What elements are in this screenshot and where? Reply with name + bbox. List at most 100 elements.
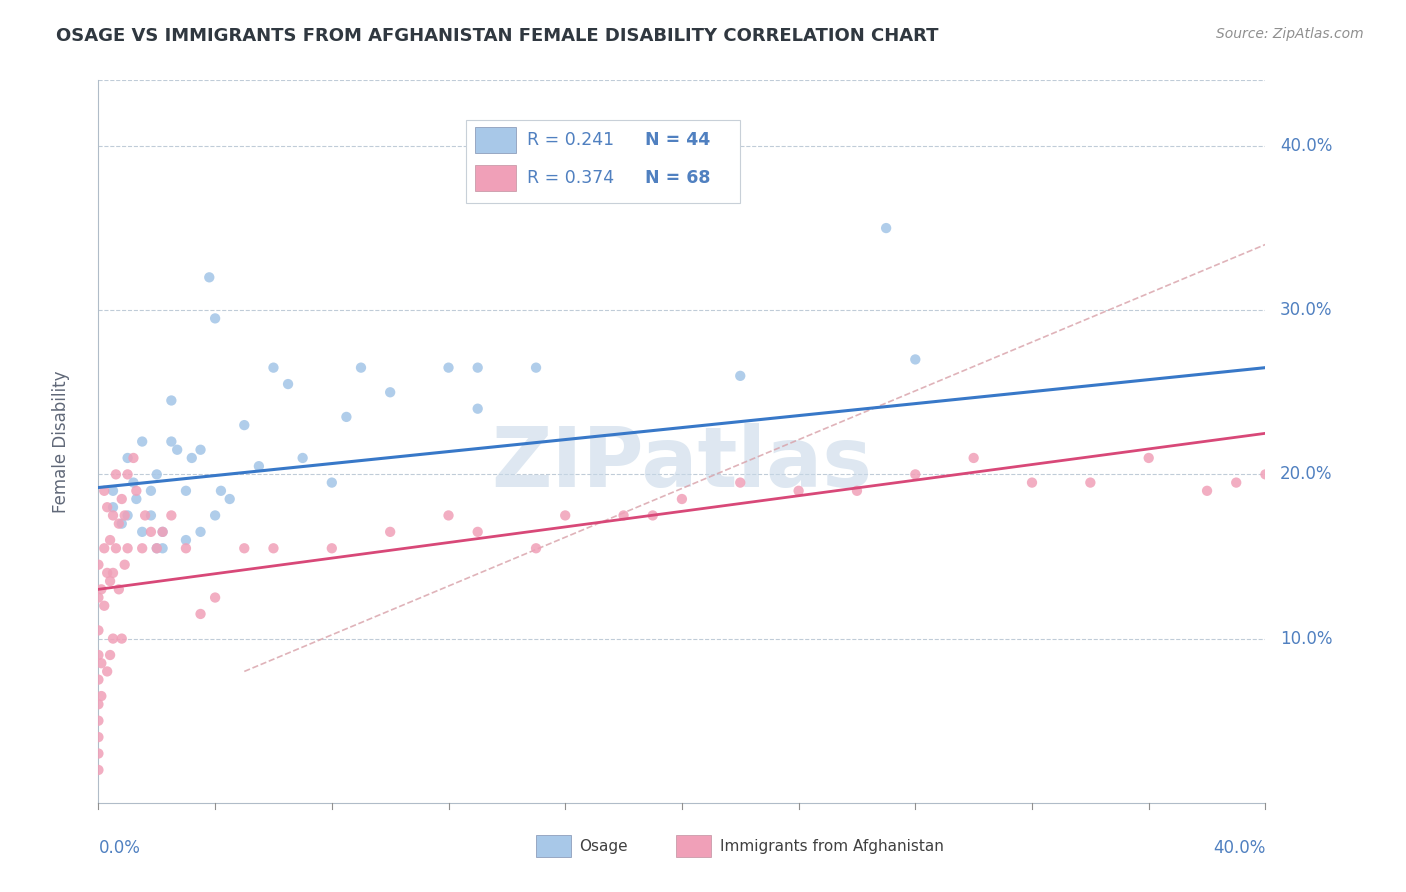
Point — [131, 541, 153, 556]
Point — [174, 541, 197, 556]
Point — [218, 491, 240, 506]
Point — [87, 558, 110, 572]
Text: 40.0%: 40.0% — [1213, 838, 1265, 857]
Point — [904, 467, 927, 482]
Text: Immigrants from Afghanistan: Immigrants from Afghanistan — [720, 838, 945, 854]
Point — [87, 673, 110, 687]
Text: ZIPatlas: ZIPatlas — [492, 423, 872, 504]
Point — [1021, 475, 1043, 490]
Point — [117, 541, 139, 556]
Point — [152, 541, 174, 556]
Text: Female Disability: Female Disability — [52, 370, 70, 513]
Point — [321, 541, 343, 556]
Point — [101, 632, 124, 646]
Point — [114, 508, 136, 523]
Point — [101, 500, 124, 515]
Point — [125, 491, 148, 506]
Point — [87, 648, 110, 662]
Point — [554, 508, 576, 523]
Point — [98, 648, 121, 662]
Point — [190, 607, 212, 621]
Point — [146, 541, 169, 556]
Point — [152, 524, 174, 539]
Point — [117, 467, 139, 482]
Point — [380, 385, 402, 400]
Point — [1080, 475, 1102, 490]
Text: 30.0%: 30.0% — [1279, 301, 1333, 319]
Point — [146, 467, 169, 482]
Point — [108, 582, 131, 597]
Point — [350, 360, 373, 375]
Text: 40.0%: 40.0% — [1279, 137, 1333, 155]
Point — [125, 483, 148, 498]
Text: R = 0.374: R = 0.374 — [527, 169, 614, 186]
Point — [190, 442, 212, 457]
Point — [104, 541, 127, 556]
Text: Osage: Osage — [579, 838, 628, 854]
Point — [87, 714, 110, 728]
Point — [160, 508, 183, 523]
Point — [152, 524, 174, 539]
Point — [467, 360, 489, 375]
Point — [93, 541, 115, 556]
Point — [111, 516, 134, 531]
Point — [114, 558, 136, 572]
Point — [98, 574, 121, 588]
Point — [101, 483, 124, 498]
Point — [134, 508, 156, 523]
Point — [146, 541, 169, 556]
Point — [122, 475, 145, 490]
Point — [96, 665, 118, 679]
Point — [93, 599, 115, 613]
Point — [96, 500, 118, 515]
Point — [87, 730, 110, 744]
Point — [190, 524, 212, 539]
Point — [291, 450, 314, 465]
Point — [90, 657, 112, 671]
Point — [730, 475, 752, 490]
Point — [139, 524, 162, 539]
Point — [904, 352, 927, 367]
FancyBboxPatch shape — [475, 165, 516, 191]
Point — [380, 524, 402, 539]
Point — [101, 566, 124, 580]
Point — [198, 270, 221, 285]
Point — [524, 360, 547, 375]
Point — [180, 450, 202, 465]
Point — [524, 541, 547, 556]
Point — [139, 508, 162, 523]
Text: 10.0%: 10.0% — [1279, 630, 1333, 648]
Point — [131, 434, 153, 449]
Point — [160, 393, 183, 408]
Text: 0.0%: 0.0% — [98, 838, 141, 857]
Point — [437, 360, 460, 375]
Point — [1254, 467, 1277, 482]
Point — [108, 516, 131, 531]
Text: R = 0.241: R = 0.241 — [527, 130, 614, 149]
Point — [98, 533, 121, 547]
Text: 20.0%: 20.0% — [1279, 466, 1333, 483]
Point — [277, 377, 299, 392]
Point — [87, 698, 110, 712]
Point — [90, 582, 112, 597]
Point — [262, 541, 284, 556]
FancyBboxPatch shape — [475, 127, 516, 153]
Point — [87, 624, 110, 638]
Point — [1195, 483, 1218, 498]
Point — [111, 491, 134, 506]
Point — [730, 368, 752, 383]
Text: OSAGE VS IMMIGRANTS FROM AFGHANISTAN FEMALE DISABILITY CORRELATION CHART: OSAGE VS IMMIGRANTS FROM AFGHANISTAN FEM… — [56, 27, 939, 45]
Point — [233, 541, 256, 556]
Text: N = 68: N = 68 — [644, 169, 710, 186]
Point — [335, 409, 357, 424]
Point — [96, 566, 118, 580]
Point — [87, 763, 110, 777]
Point — [90, 689, 112, 703]
Point — [962, 450, 984, 465]
Point — [117, 450, 139, 465]
Point — [204, 591, 226, 605]
Point — [875, 221, 897, 235]
Point — [117, 508, 139, 523]
FancyBboxPatch shape — [536, 835, 571, 857]
Point — [93, 483, 115, 498]
